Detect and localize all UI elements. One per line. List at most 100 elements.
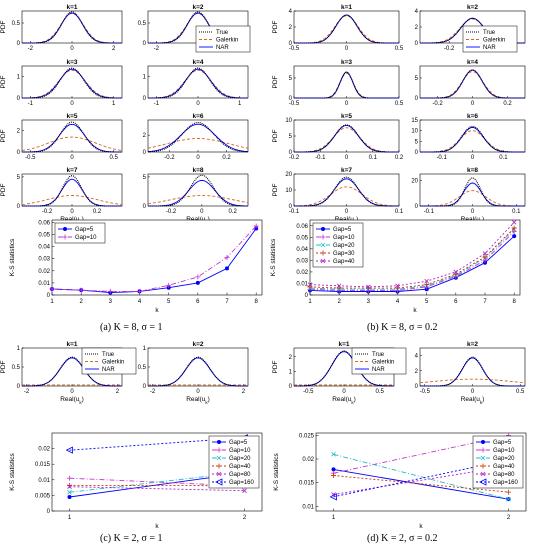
ks-point [49, 286, 55, 292]
ks-ytick-label: 0.02 [38, 447, 50, 453]
pdf-ytick-label: 0 [143, 150, 147, 156]
pdf-xtick-label: -0.2 [432, 101, 443, 107]
true-curve [148, 121, 248, 153]
pdf-xtick-label: -0.2 [444, 46, 455, 52]
ks-legend-label: Gap=40 [333, 259, 355, 265]
pdf-title: k=7 [341, 167, 352, 174]
pdf-title: k=1 [66, 4, 77, 11]
ks-ytick-label: 0.05 [38, 233, 50, 239]
ks-point [107, 288, 113, 294]
pdf-xtick-label: 0.1 [395, 209, 404, 215]
ks-point [481, 440, 485, 444]
pdf-ytick-label: 0 [415, 384, 419, 390]
pdf-ytick-label: 0 [289, 96, 293, 102]
pdf-legend-label: NAR [216, 45, 229, 51]
pdf-ytick-label: 0 [289, 384, 293, 390]
pdf-axes-frame [419, 173, 526, 207]
ks-xtick-label: 1 [50, 299, 54, 305]
ks-legend-label: Gap=40 [493, 464, 515, 470]
pdf-ytick-label: 0.5 [138, 21, 147, 27]
true-curve [22, 121, 122, 153]
pdf-xtick-label: -0.2 [164, 155, 175, 161]
ks-point [216, 447, 222, 453]
ks-xtick-label: 1 [68, 515, 72, 521]
ks-point [331, 467, 336, 472]
pdf-title: k=4 [467, 59, 478, 66]
pdf-xtick-label: 0 [471, 155, 475, 161]
pdf-xtick-label: 0.5 [395, 101, 404, 107]
ks-point [480, 455, 486, 461]
ks-legend-label: Gap=20 [493, 456, 515, 462]
pdf-ytick-label: 0 [17, 150, 21, 156]
ks-point [480, 447, 486, 453]
ks-legend-box [208, 435, 260, 489]
pdf-xtick-label: 2 [242, 389, 246, 395]
pdf-ytick-label: 0 [415, 41, 419, 47]
pdf-xtick-label: 2 [116, 389, 120, 395]
pdf-ylabel: PDF [272, 129, 279, 142]
ks-point [482, 254, 488, 260]
ks-point [453, 269, 459, 275]
ks-point [195, 274, 201, 280]
pdf-title: k=6 [192, 113, 203, 120]
ks-xlabel: k [419, 523, 423, 530]
pdf-ytick-label: 0 [17, 384, 21, 390]
ks-point [67, 484, 72, 489]
ks-xtick-label: 5 [167, 299, 171, 305]
pdf-ytick-label: 10 [411, 129, 418, 135]
pdf-xtick-label: -0.1 [424, 209, 435, 215]
pdf-xtick-label: 0 [471, 209, 475, 215]
pdf-xtick-label: -0.2 [42, 209, 53, 215]
pdf-legend-box [195, 25, 251, 53]
ks-point [511, 220, 517, 225]
pdf-legend-label: True [216, 30, 229, 36]
pdf-title: k=3 [66, 59, 77, 66]
pdf-ytick-label: 4 [415, 9, 419, 15]
pdf-ylabel: PDF [0, 20, 7, 33]
ks-ytick-label: 0.015 [35, 462, 51, 468]
pdf-xtick-label: 0.5 [376, 389, 385, 395]
pdf-legend-label: Galerkin [372, 360, 394, 366]
pdf-legend-box [462, 25, 518, 53]
ks-legend-label: Gap=10 [229, 448, 251, 454]
ks-point [67, 494, 72, 499]
ks-point [453, 271, 459, 277]
pdf-ytick-label: 2 [289, 25, 293, 31]
pdf-ytick-label: 0 [415, 150, 419, 156]
ks-legend-label: Gap=160 [493, 480, 519, 486]
ks-point [511, 225, 517, 231]
ks-point [331, 473, 336, 479]
nar-curve [147, 123, 249, 153]
ks-ytick-label: 0.005 [35, 493, 51, 499]
ks-series-line [309, 221, 515, 288]
pdf-ytick-label: 1 [17, 346, 21, 352]
pdf-title: k=5 [341, 113, 352, 120]
pdf-xlabel: Real(uk) [60, 396, 84, 405]
ks-ytick-label: 0.01 [38, 478, 50, 484]
ks-legend-label: Gap=5 [75, 227, 94, 233]
pdf-ytick-label: 5 [289, 76, 293, 82]
pdf-xtick-label: 0 [345, 209, 349, 215]
pdf-xtick-label: 0.2 [503, 101, 512, 107]
pdf-title: k=7 [66, 167, 77, 174]
pdf-ytick-label: 0 [143, 96, 147, 102]
ks-ylabel: K-S statistics [273, 452, 280, 490]
ks-ylabel: K-S statistics [270, 238, 277, 276]
true-curve [294, 71, 399, 99]
ks-legend-label: Gap=5 [229, 440, 248, 446]
pdf-ytick-label: 0 [143, 204, 147, 210]
pdf-legend-label: Galerkin [216, 38, 238, 44]
pdf-ytick-label: 0 [289, 41, 293, 47]
ks-point [320, 250, 326, 256]
true-curve [148, 67, 248, 99]
pdf-axes-frame [147, 347, 249, 387]
ks-legend-label: Gap=160 [229, 480, 255, 486]
ks-series-line [333, 465, 509, 495]
pdf-xtick-label: 0 [200, 209, 204, 215]
pdf-title: k=1 [66, 341, 77, 348]
pdf-title: k=1 [338, 341, 349, 348]
pdf-legend-label: True [102, 352, 115, 358]
ks-point [216, 471, 222, 477]
pdf-ytick-label: 2 [17, 129, 21, 135]
